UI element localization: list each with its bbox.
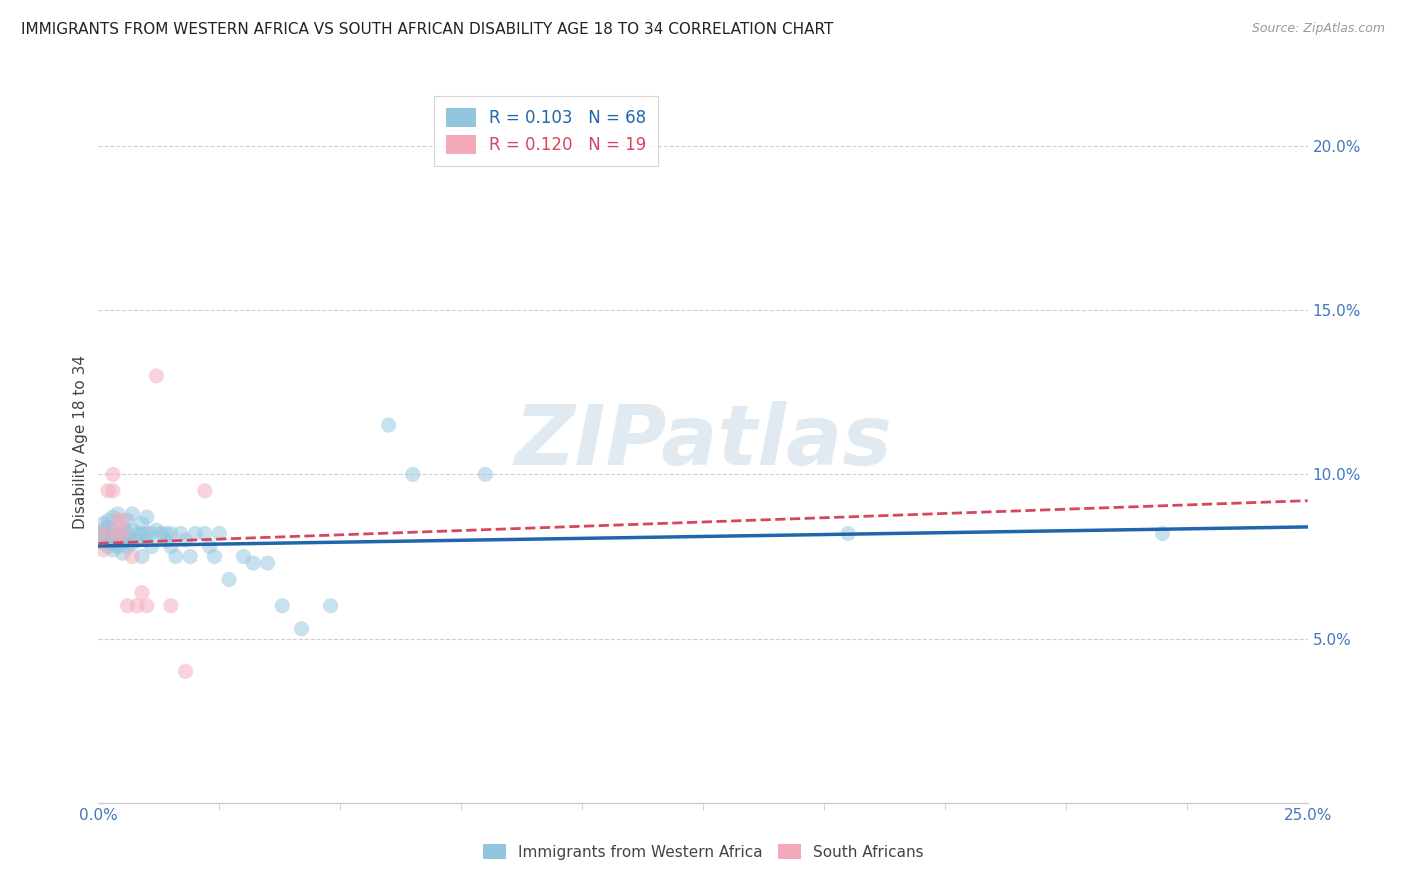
- Point: [101, 483, 124, 498]
- Point: [135, 526, 157, 541]
- Point: [111, 513, 134, 527]
- Point: [91, 523, 114, 537]
- Point: [141, 540, 163, 554]
- Text: ZIPatlas: ZIPatlas: [515, 401, 891, 482]
- Point: [160, 526, 183, 541]
- Point: [97, 526, 120, 541]
- Point: [271, 599, 294, 613]
- Point: [107, 526, 129, 541]
- Point: [208, 526, 231, 541]
- Point: [97, 540, 120, 554]
- Point: [87, 526, 110, 541]
- Point: [179, 549, 201, 564]
- Point: [101, 536, 124, 550]
- Point: [145, 368, 167, 383]
- Y-axis label: Disability Age 18 to 34: Disability Age 18 to 34: [73, 354, 89, 529]
- Point: [135, 533, 157, 547]
- Point: [127, 526, 149, 541]
- Point: [97, 526, 120, 541]
- Point: [107, 533, 129, 547]
- Point: [135, 599, 157, 613]
- Point: [117, 513, 139, 527]
- Point: [194, 483, 217, 498]
- Point: [91, 516, 114, 531]
- Point: [194, 526, 217, 541]
- Point: [101, 467, 124, 482]
- Text: Source: ZipAtlas.com: Source: ZipAtlas.com: [1251, 22, 1385, 36]
- Point: [165, 549, 187, 564]
- Point: [87, 533, 110, 547]
- Point: [474, 467, 496, 482]
- Point: [837, 526, 859, 541]
- Point: [117, 540, 139, 554]
- Point: [155, 526, 177, 541]
- Point: [117, 526, 139, 541]
- Point: [111, 526, 134, 541]
- Point: [145, 523, 167, 537]
- Point: [101, 523, 124, 537]
- Point: [131, 526, 153, 541]
- Point: [160, 599, 183, 613]
- Point: [131, 585, 153, 599]
- Point: [101, 530, 124, 544]
- Point: [97, 533, 120, 547]
- Point: [111, 526, 134, 541]
- Point: [127, 533, 149, 547]
- Point: [111, 520, 134, 534]
- Point: [121, 536, 143, 550]
- Point: [290, 622, 312, 636]
- Point: [111, 533, 134, 547]
- Point: [160, 540, 183, 554]
- Point: [131, 549, 153, 564]
- Legend: Immigrants from Western Africa, South Africans: Immigrants from Western Africa, South Af…: [475, 836, 931, 867]
- Point: [127, 599, 149, 613]
- Point: [204, 549, 226, 564]
- Point: [319, 599, 342, 613]
- Point: [111, 546, 134, 560]
- Point: [242, 556, 264, 570]
- Point: [141, 526, 163, 541]
- Point: [1152, 526, 1174, 541]
- Text: IMMIGRANTS FROM WESTERN AFRICA VS SOUTH AFRICAN DISABILITY AGE 18 TO 34 CORRELAT: IMMIGRANTS FROM WESTERN AFRICA VS SOUTH …: [21, 22, 834, 37]
- Point: [135, 510, 157, 524]
- Point: [101, 542, 124, 557]
- Point: [402, 467, 425, 482]
- Point: [87, 526, 110, 541]
- Point: [117, 599, 139, 613]
- Point: [107, 540, 129, 554]
- Point: [256, 556, 278, 570]
- Point: [150, 526, 173, 541]
- Point: [121, 549, 143, 564]
- Point: [91, 530, 114, 544]
- Point: [91, 536, 114, 550]
- Point: [131, 516, 153, 531]
- Point: [174, 665, 197, 679]
- Point: [184, 526, 207, 541]
- Point: [97, 483, 120, 498]
- Point: [169, 526, 191, 541]
- Point: [97, 513, 120, 527]
- Point: [155, 533, 177, 547]
- Point: [121, 523, 143, 537]
- Point: [97, 520, 120, 534]
- Point: [377, 418, 399, 433]
- Point: [121, 507, 143, 521]
- Point: [107, 507, 129, 521]
- Point: [91, 542, 114, 557]
- Point: [117, 533, 139, 547]
- Point: [232, 549, 254, 564]
- Point: [198, 540, 221, 554]
- Point: [107, 526, 129, 541]
- Point: [107, 513, 129, 527]
- Point: [101, 510, 124, 524]
- Point: [174, 533, 197, 547]
- Point: [218, 573, 240, 587]
